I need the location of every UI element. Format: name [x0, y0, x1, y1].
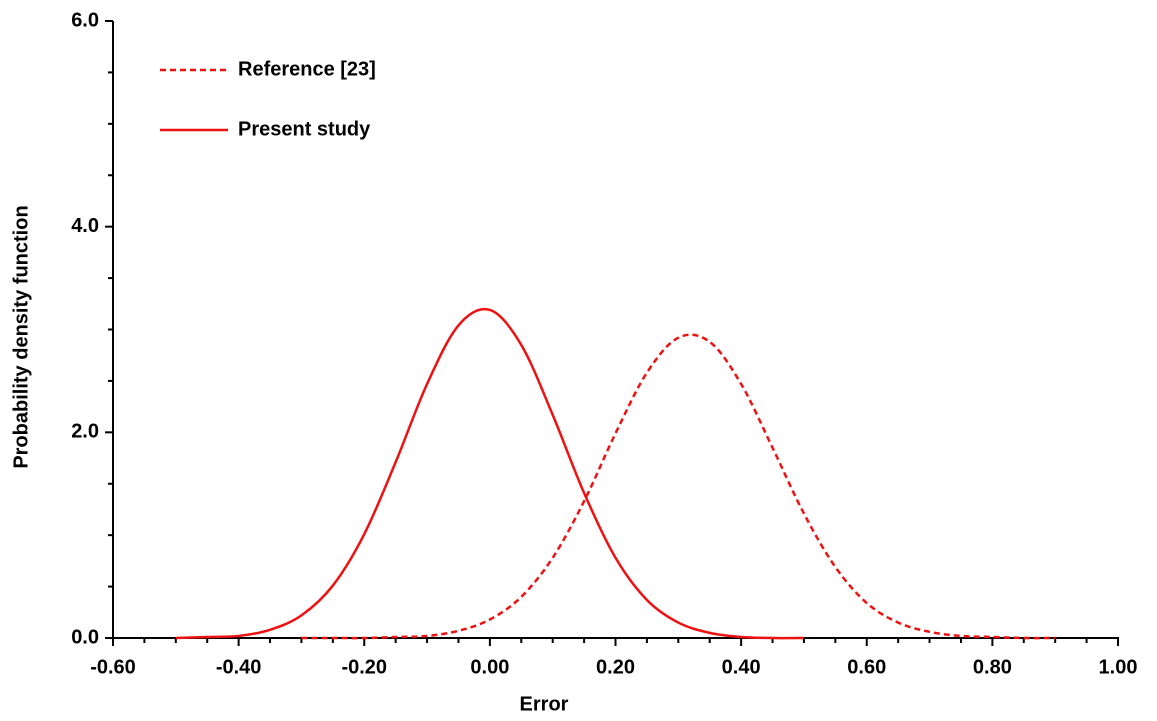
x-tick-label: -0.20 — [341, 656, 387, 678]
y-tick-label: 6.0 — [71, 9, 99, 31]
y-axis-label: Probability density function — [10, 205, 32, 468]
legend-label: Reference [23] — [238, 58, 376, 80]
series-line — [301, 333, 1056, 640]
x-tick-label: 0.60 — [847, 656, 886, 678]
y-tick-label: 0.0 — [71, 626, 99, 648]
x-tick-label: 0.20 — [596, 656, 635, 678]
series-line — [175, 307, 804, 640]
x-axis-label: Error — [520, 693, 569, 715]
x-tick-label: -0.60 — [90, 656, 136, 678]
x-tick-label: 1.00 — [1099, 656, 1138, 678]
x-tick-label: 0.40 — [722, 656, 761, 678]
x-tick-label: -0.40 — [216, 656, 262, 678]
legend-label: Present study — [238, 118, 371, 140]
y-tick-label: 4.0 — [71, 215, 99, 237]
x-tick-label: 0.00 — [470, 656, 509, 678]
x-tick-label: 0.80 — [973, 656, 1012, 678]
y-tick-label: 2.0 — [71, 421, 99, 443]
